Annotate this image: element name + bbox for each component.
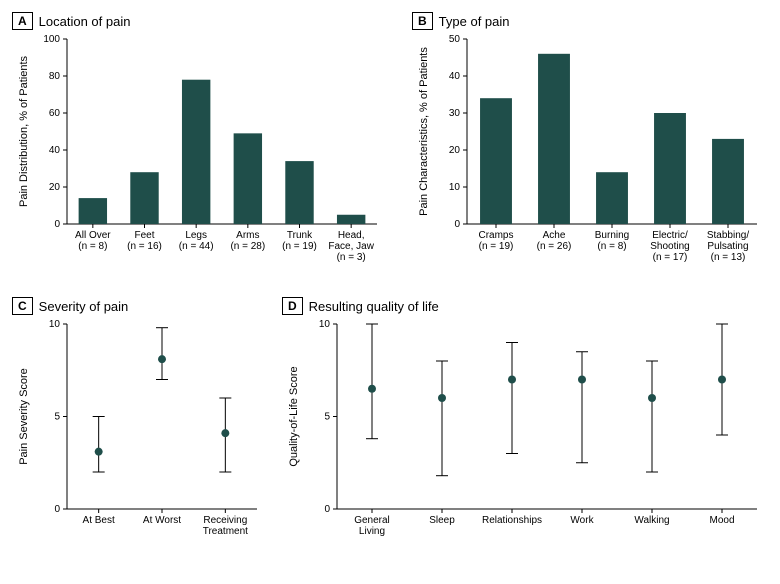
svg-text:General: General [354, 515, 390, 526]
panel-d-title: D Resulting quality of life [282, 297, 772, 315]
svg-text:Relationships: Relationships [482, 515, 542, 526]
panel-a-letter: A [12, 12, 33, 30]
svg-text:Ache: Ache [543, 230, 566, 241]
svg-text:Face, Jaw: Face, Jaw [328, 241, 374, 252]
svg-text:0: 0 [454, 219, 460, 230]
svg-text:40: 40 [49, 145, 61, 156]
svg-text:40: 40 [449, 71, 461, 82]
svg-text:(n = 44): (n = 44) [179, 241, 214, 252]
svg-text:5: 5 [54, 412, 60, 423]
svg-text:Pain Characteristics, % of Pat: Pain Characteristics, % of Patients [418, 47, 430, 216]
svg-text:5: 5 [324, 412, 330, 423]
svg-text:60: 60 [49, 108, 61, 119]
svg-text:Electric/: Electric/ [652, 230, 688, 241]
svg-text:Trunk: Trunk [287, 230, 313, 241]
panel-c: C Severity of pain 0 5 10 Pain Severity Sco… [12, 297, 272, 572]
svg-text:Pain Distribution, % of Patien: Pain Distribution, % of Patients [18, 56, 30, 208]
svg-text:All Over: All Over [75, 230, 111, 241]
svg-text:Sleep: Sleep [429, 515, 455, 526]
svg-text:(n = 19): (n = 19) [479, 241, 514, 252]
panel-a: A Location of pain 0 20 40 60 80 100 Pain Dist… [12, 12, 402, 287]
svg-text:50: 50 [449, 34, 461, 45]
panel-c-title-text: Severity of pain [39, 299, 129, 314]
svg-text:0: 0 [54, 219, 60, 230]
figure-grid: A Location of pain 020406080100Pain Dist… [12, 12, 768, 572]
svg-text:100: 100 [43, 34, 60, 45]
svg-text:Head,: Head, [338, 230, 365, 241]
panel-b-title-text: Type of pain [439, 14, 510, 29]
svg-text:Work: Work [570, 515, 594, 526]
panel-d-title-text: Resulting quality of life [309, 299, 439, 314]
panel-a-title-text: Location of pain [39, 14, 131, 29]
svg-text:10: 10 [449, 182, 461, 193]
panel-a-chart: 0 20 40 60 80 100 Pain Distribution, % of Pati… [12, 34, 382, 274]
svg-text:Walking: Walking [634, 515, 669, 526]
svg-text:Treatment: Treatment [203, 526, 248, 537]
panel-d: D Resulting quality of life 0 5 10 Quality-… [282, 297, 772, 572]
svg-text:30: 30 [449, 108, 461, 119]
svg-text:Quality-of-Life Score: Quality-of-Life Score [288, 367, 300, 467]
svg-text:0: 0 [324, 504, 330, 515]
svg-text:Cramps: Cramps [478, 230, 513, 241]
svg-text:(n = 8): (n = 8) [597, 241, 626, 252]
svg-text:(n = 3): (n = 3) [337, 252, 366, 263]
panel-b-title: B Type of pain [412, 12, 780, 30]
panel-c-letter: C [12, 297, 33, 315]
svg-text:Burning: Burning [595, 230, 629, 241]
svg-text:Receiving: Receiving [203, 515, 247, 526]
svg-text:20: 20 [49, 182, 61, 193]
svg-text:10: 10 [49, 319, 61, 330]
row-2: C Severity of pain 0 5 10 Pain Severity Sco… [12, 297, 780, 572]
svg-text:Living: Living [359, 526, 385, 537]
svg-text:0: 0 [54, 504, 60, 515]
panel-b-chart: 0 10 20 30 40 50 Pain Characteristics, % of Pa… [412, 34, 762, 274]
svg-text:Shooting: Shooting [650, 241, 689, 252]
panel-b: B Type of pain 0 10 20 30 40 50 Pain Character… [412, 12, 780, 287]
svg-text:Legs: Legs [185, 230, 207, 241]
svg-text:Stabbing/: Stabbing/ [707, 230, 749, 241]
panel-b-letter: B [412, 12, 433, 30]
svg-text:(n = 13): (n = 13) [711, 252, 746, 263]
svg-text:At Worst: At Worst [143, 515, 181, 526]
panel-c-chart: 0 5 10 Pain Severity Score At Best At Worst Re… [12, 319, 262, 549]
svg-text:Feet: Feet [134, 230, 154, 241]
svg-text:At Best: At Best [83, 515, 115, 526]
svg-text:(n = 17): (n = 17) [653, 252, 688, 263]
svg-text:(n = 28): (n = 28) [230, 241, 265, 252]
panel-d-chart: 0 5 10 Quality-of-Life Score GeneralLiving Sl… [282, 319, 762, 549]
svg-text:Arms: Arms [236, 230, 259, 241]
svg-text:10: 10 [319, 319, 331, 330]
svg-text:(n = 19): (n = 19) [282, 241, 317, 252]
svg-text:Pulsating: Pulsating [707, 241, 748, 252]
panel-d-letter: D [282, 297, 303, 315]
svg-text:(n = 26): (n = 26) [537, 241, 572, 252]
svg-text:(n = 16): (n = 16) [127, 241, 162, 252]
panel-a-title: A Location of pain [12, 12, 402, 30]
svg-text:(n = 8): (n = 8) [78, 241, 107, 252]
svg-text:80: 80 [49, 71, 61, 82]
svg-text:20: 20 [449, 145, 461, 156]
svg-text:Pain Severity Score: Pain Severity Score [18, 369, 30, 466]
svg-text:Mood: Mood [709, 515, 734, 526]
panel-c-title: C Severity of pain [12, 297, 272, 315]
